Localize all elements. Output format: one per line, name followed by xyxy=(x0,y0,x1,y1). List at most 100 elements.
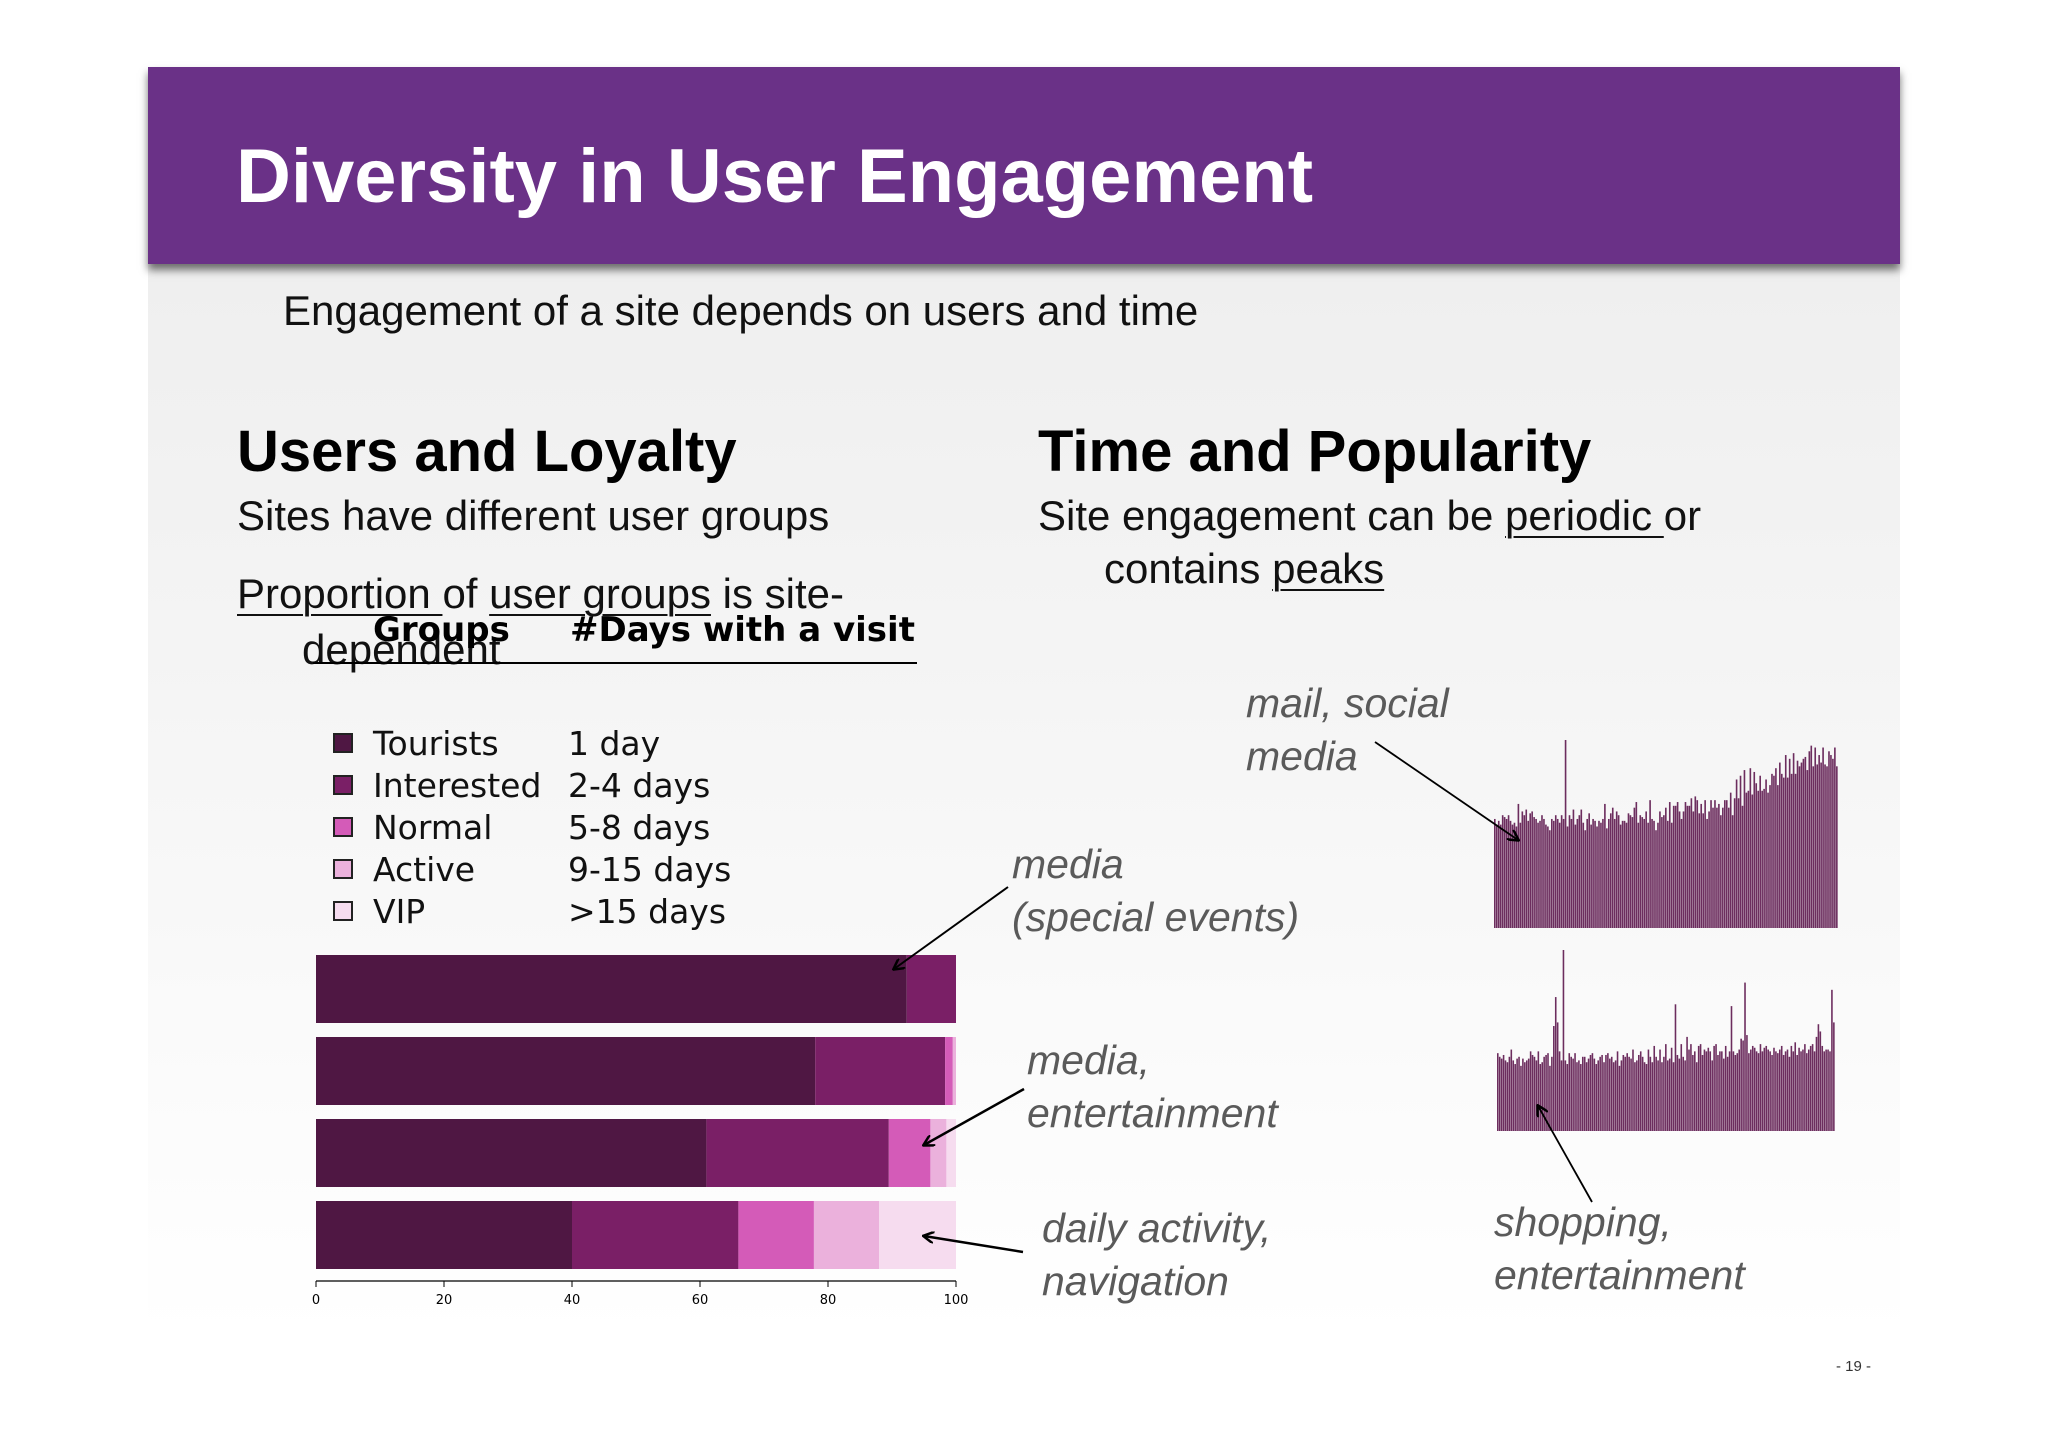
legend-swatch xyxy=(333,859,353,879)
timeseries-bar xyxy=(1584,830,1587,928)
peaks-link[interactable]: peaks xyxy=(1272,545,1385,592)
timeseries-bar xyxy=(1672,805,1675,928)
timeseries-bar xyxy=(1720,815,1722,928)
timeseries-bar xyxy=(1790,773,1793,928)
timeseries-bar xyxy=(1765,1045,1768,1131)
timeseries-bar xyxy=(1498,1056,1501,1131)
timeseries-bar xyxy=(1790,1045,1793,1131)
timeseries-bar xyxy=(1806,1053,1808,1131)
timeseries-bar xyxy=(1750,1049,1752,1131)
timeseries-bar xyxy=(1653,1045,1656,1131)
timeseries-bar xyxy=(1589,1054,1592,1131)
timeseries-bar xyxy=(1545,824,1547,928)
timeseries-bar xyxy=(1601,1054,1603,1131)
timeseries-bar xyxy=(1727,807,1730,928)
timeseries-bar xyxy=(1735,779,1738,928)
timeseries-bar xyxy=(1775,768,1777,928)
timeseries-bar xyxy=(1759,775,1761,928)
timeseries-bar xyxy=(1531,811,1533,928)
timeseries-bar xyxy=(1641,1056,1644,1131)
timeseries-bar xyxy=(1759,1044,1762,1131)
x-tick-label: 40 xyxy=(564,1293,581,1308)
timeseries-bar xyxy=(1678,1058,1681,1131)
timeseries-bar xyxy=(1634,1062,1636,1131)
timeseries-bar xyxy=(1592,818,1594,928)
x-tick-label: 80 xyxy=(820,1293,837,1308)
timeseries-bar xyxy=(1608,818,1610,928)
timeseries-bar xyxy=(1580,1064,1582,1131)
timeseries-bar xyxy=(1761,790,1763,928)
periodic-link[interactable]: periodic xyxy=(1505,492,1664,539)
timeseries-bar xyxy=(1804,756,1807,928)
timeseries-bar xyxy=(1716,807,1718,928)
timeseries-bar xyxy=(1757,790,1760,928)
time-popularity-line1: Site engagement can be periodic or xyxy=(1038,492,1702,539)
timeseries-bar xyxy=(1670,822,1673,928)
timeseries-bar xyxy=(1804,1044,1806,1131)
legend-row-vip: VIP >15 days xyxy=(313,892,917,932)
timeseries-bar xyxy=(1700,803,1703,928)
arrow-shopping xyxy=(1538,1106,1593,1203)
timeseries-bar xyxy=(1585,1062,1588,1131)
timeseries-bar xyxy=(1672,1062,1675,1131)
timeseries-bar xyxy=(1541,815,1543,928)
bar-segment-tourists xyxy=(316,1119,707,1187)
timeseries-bar xyxy=(1702,813,1704,928)
proportion-link[interactable]: Proportion xyxy=(237,570,443,617)
timeseries-bar xyxy=(1704,800,1706,928)
timeseries-bar xyxy=(1639,815,1642,928)
timeseries-bar xyxy=(1830,755,1832,928)
timeseries-bar xyxy=(1788,1056,1791,1131)
legend-row-active: Active 9-15 days xyxy=(313,850,917,890)
timeseries-bar xyxy=(1587,1058,1590,1131)
timeseries-bar xyxy=(1566,1064,1569,1131)
timeseries-bar xyxy=(1815,1036,1818,1131)
timeseries-bar xyxy=(1527,1058,1530,1131)
timeseries-bar xyxy=(1717,1054,1719,1131)
user-groups-link[interactable]: user groups xyxy=(489,570,711,617)
timeseries-bar xyxy=(1694,1051,1696,1131)
timeseries-bar xyxy=(1643,818,1646,928)
timeseries-bar xyxy=(1800,762,1803,928)
timeseries-bar xyxy=(1582,822,1585,928)
bar-segment-interested xyxy=(706,1119,889,1187)
timeseries-bar xyxy=(1549,830,1551,928)
timeseries-bar xyxy=(1533,817,1535,928)
timeseries-bar xyxy=(1831,989,1833,1131)
callout-daily-activity: daily activity, navigation xyxy=(1042,1205,1272,1304)
timeseries-bar xyxy=(1581,1056,1584,1131)
timeseries-bar xyxy=(1637,1054,1640,1131)
timeseries-bar xyxy=(1649,800,1651,928)
timeseries-bar xyxy=(1508,1056,1511,1131)
callout-media-special: media (special events) xyxy=(1012,841,1300,940)
timeseries-bar xyxy=(1558,1051,1561,1131)
timeseries-bar xyxy=(1499,824,1502,928)
bar-segment-interested xyxy=(906,955,956,1023)
timeseries-bar xyxy=(1614,1060,1617,1131)
timeseries-bar xyxy=(1714,800,1716,928)
timeseries-bar xyxy=(1745,792,1748,928)
timeseries-bar xyxy=(1836,766,1838,928)
timeseries-bar xyxy=(1780,773,1783,928)
timeseries-bar xyxy=(1786,1049,1789,1131)
arrow-media-special xyxy=(894,886,1009,969)
timeseries-bar xyxy=(1816,764,1818,928)
timeseries-bar xyxy=(1778,1049,1781,1131)
timeseries-bar xyxy=(1512,1060,1515,1131)
timeseries-bar xyxy=(1597,1060,1600,1131)
timeseries-bar xyxy=(1618,1065,1621,1131)
timeseries-bar xyxy=(1722,1058,1725,1131)
timeseries-bar xyxy=(1500,1058,1503,1131)
timeseries-bar xyxy=(1769,1051,1771,1131)
timeseries-bar xyxy=(1615,811,1618,928)
timeseries-bar xyxy=(1494,818,1496,928)
timeseries-bar xyxy=(1516,1058,1518,1131)
timeseries-bar xyxy=(1814,747,1817,928)
legend-swatch xyxy=(333,901,353,921)
timeseries-bar xyxy=(1686,1036,1688,1131)
timeseries-bar xyxy=(1706,818,1708,928)
timeseries-bar xyxy=(1821,1045,1824,1131)
timeseries-bar xyxy=(1645,1064,1648,1131)
timeseries-bar xyxy=(1741,805,1744,928)
timeseries-bar xyxy=(1765,779,1767,928)
